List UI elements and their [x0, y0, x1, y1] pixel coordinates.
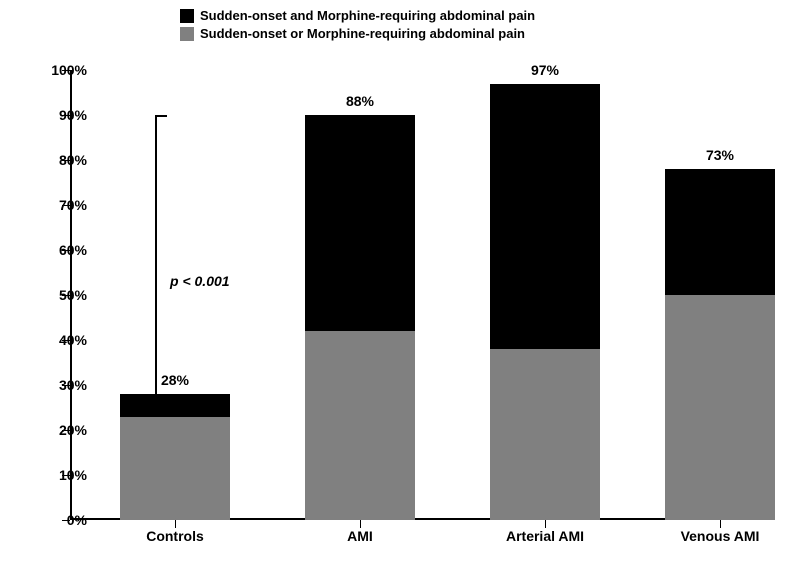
x-axis-category-label: AMI [290, 528, 430, 544]
bar-value-label: 97% [490, 62, 600, 78]
bracket-arm [155, 394, 167, 396]
chart-plot-area: 28%Controls88%AMI97%Arterial AMI73%Venou… [70, 70, 770, 520]
x-axis-tick [545, 520, 546, 528]
bar-value-label: 73% [665, 147, 775, 163]
bar-segment [665, 169, 775, 295]
legend-swatch [180, 9, 194, 23]
bar-group: 97% [490, 84, 600, 521]
bar-segment [305, 331, 415, 520]
legend-item: Sudden-onset and Morphine-requiring abdo… [180, 8, 535, 23]
x-axis-category-label: Venous AMI [650, 528, 790, 544]
y-axis-tick-label: 80% [59, 152, 87, 168]
y-axis-tick-label: 0% [67, 512, 87, 528]
y-axis-tick-label: 50% [59, 287, 87, 303]
bar-segment [120, 394, 230, 417]
legend-item: Sudden-onset or Morphine-requiring abdom… [180, 26, 535, 41]
bar-segment [120, 417, 230, 521]
bracket-arm [155, 115, 167, 117]
bar-group: 28% [120, 394, 230, 520]
legend-swatch [180, 27, 194, 41]
y-axis-tick-label: 100% [51, 62, 87, 78]
bar-value-label: 28% [120, 372, 230, 388]
y-axis-tick-label: 10% [59, 467, 87, 483]
legend: Sudden-onset and Morphine-requiring abdo… [180, 8, 535, 44]
y-axis-tick-label: 70% [59, 197, 87, 213]
y-axis-tick-label: 60% [59, 242, 87, 258]
y-axis-tick-label: 30% [59, 377, 87, 393]
x-axis-category-label: Controls [105, 528, 245, 544]
bar-segment [490, 349, 600, 520]
x-axis-tick [360, 520, 361, 528]
p-value-label: p < 0.001 [170, 273, 230, 289]
y-axis-tick-label: 20% [59, 422, 87, 438]
x-axis-tick [720, 520, 721, 528]
bar-segment [665, 295, 775, 520]
y-axis-tick-label: 90% [59, 107, 87, 123]
bar-group: 88% [305, 115, 415, 520]
bar-value-label: 88% [305, 93, 415, 109]
legend-label: Sudden-onset or Morphine-requiring abdom… [200, 26, 525, 41]
x-axis-tick [175, 520, 176, 528]
bar-segment [490, 84, 600, 350]
significance-bracket [155, 115, 157, 394]
bar-group: 73% [665, 169, 775, 520]
x-axis-category-label: Arterial AMI [475, 528, 615, 544]
legend-label: Sudden-onset and Morphine-requiring abdo… [200, 8, 535, 23]
bar-segment [305, 115, 415, 331]
y-axis-tick-label: 40% [59, 332, 87, 348]
